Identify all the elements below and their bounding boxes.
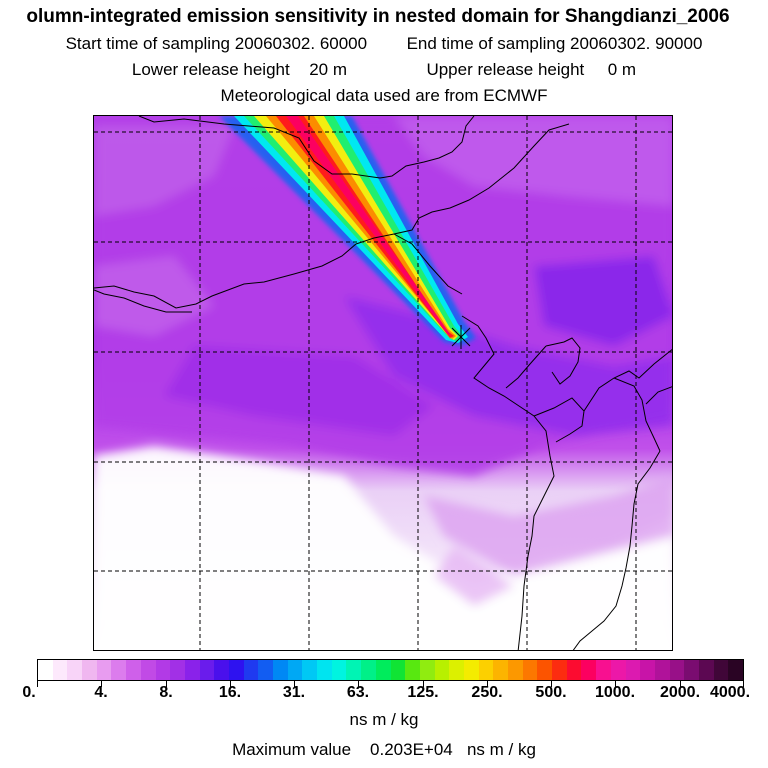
colorbar-labels: 0. 4. 8. 16. 31. 63. 125. 250. 500. 1000. 2000. 400…: [22, 684, 750, 706]
colorbar-swatch: [258, 660, 273, 680]
colorbar-swatch: [331, 660, 347, 680]
end-time-label: End time of sampling: [406, 34, 566, 53]
upper-release-label: Upper release height: [426, 60, 585, 79]
colorbar-swatch: [96, 660, 112, 680]
colorbar-swatch: [273, 660, 288, 680]
colorbar: [37, 659, 744, 681]
plot-title: olumn-integrated emission sensitivity in…: [26, 6, 730, 27]
colorbar-swatch: [361, 660, 376, 680]
colorbar-label: 2000.: [659, 684, 701, 701]
colorbar-label: 250.: [471, 684, 503, 701]
colorbar-swatch: [449, 660, 464, 680]
lower-release-label: Lower release height: [131, 60, 290, 79]
colorbar-tick: [615, 681, 616, 687]
colorbar-swatch: [434, 660, 450, 680]
maximum-value: Maximum value 0.203E+04 ns m / kg: [0, 740, 768, 760]
colorbar-ticks: [37, 681, 744, 687]
colorbar-tick: [358, 681, 359, 687]
colorbar-swatch: [228, 660, 244, 680]
colorbar-tick: [551, 681, 552, 687]
colorbar-label: 63.: [346, 684, 370, 701]
lower-release-value: 20 m: [309, 60, 347, 79]
colorbar-swatch: [214, 660, 229, 680]
colorbar-tick: [101, 681, 102, 687]
colorbar-swatch: [478, 660, 494, 680]
colorbar-swatch: [38, 660, 53, 680]
colorbar-label: 16.: [218, 684, 242, 701]
max-number: 0.203E+04: [370, 740, 453, 759]
colorbar-swatch: [581, 660, 597, 680]
colorbar-label: 125.: [407, 684, 439, 701]
colorbar-swatch: [287, 660, 303, 680]
colorbar-tick: [423, 681, 424, 687]
colorbar-tick: [680, 681, 681, 687]
colorbar-swatch: [625, 660, 641, 680]
colorbar-tick: [294, 681, 295, 687]
colorbar-swatch: [596, 660, 611, 680]
start-time-label: Start time of sampling: [65, 34, 230, 53]
map-panel: [93, 115, 673, 651]
colorbar-swatch: [419, 660, 435, 680]
colorbar-tick: [166, 681, 167, 687]
colorbar-swatch: [640, 660, 655, 680]
colorbar-swatch: [317, 660, 332, 680]
colorbar-swatch: [508, 660, 523, 680]
start-time-value: 20060302. 60000: [234, 34, 368, 53]
colorbar-units: ns m / kg: [349, 710, 419, 729]
colorbar-label: 4.: [94, 684, 108, 701]
map-svg: [94, 116, 672, 650]
receptor-marker: [451, 325, 471, 349]
end-time-value: 20060302. 90000: [570, 34, 703, 53]
colorbar-swatch: [390, 660, 406, 680]
colorbar-swatch: [184, 660, 200, 680]
colorbar-swatch: [375, 660, 391, 680]
colorbar-tick: [37, 681, 38, 687]
colorbar-label: 8.: [159, 684, 173, 701]
colorbar-swatch: [610, 660, 626, 680]
colorbar-label: 1000.: [594, 684, 636, 701]
colorbar-swatch: [170, 660, 185, 680]
upper-release-value: 0 m: [607, 60, 637, 79]
release-heights: Lower release height 20 m Upper release …: [0, 60, 768, 80]
colorbar-label: 0.: [22, 684, 36, 701]
borders-coastlines: [94, 116, 672, 650]
max-label: Maximum value: [232, 740, 352, 759]
plume: [219, 116, 476, 346]
colorbar-swatch: [669, 660, 685, 680]
colorbar-tick: [230, 681, 231, 687]
colorbar-swatch: [566, 660, 582, 680]
colorbar-swatch: [111, 660, 127, 680]
colorbar-swatch: [405, 660, 420, 680]
meteo-source: Meteorological data used are from ECMWF: [220, 86, 548, 105]
colorbar-swatch: [140, 660, 156, 680]
colorbar-swatch: [552, 660, 567, 680]
colorbar-swatch: [346, 660, 362, 680]
colorbar-swatch: [522, 660, 538, 680]
colorbar-swatch: [684, 660, 699, 680]
colorbar-swatch: [698, 660, 714, 680]
colorbar-swatch: [728, 660, 743, 680]
colorbar-swatch: [126, 660, 141, 680]
colorbar-swatch: [493, 660, 508, 680]
graticule: [94, 116, 672, 650]
colorbar-swatch: [463, 660, 479, 680]
colorbar-label: 4000.: [709, 684, 751, 701]
sampling-times: Start time of sampling 20060302. 60000 E…: [0, 34, 768, 54]
colorbar-label: 31.: [282, 684, 306, 701]
colorbar-swatch: [654, 660, 670, 680]
colorbar-swatch: [243, 660, 259, 680]
colorbar-swatch: [713, 660, 729, 680]
colorbar-swatch: [537, 660, 553, 680]
colorbar-swatch: [67, 660, 83, 680]
colorbar-swatch: [199, 660, 215, 680]
max-unit: ns m / kg: [466, 740, 536, 759]
colorbar-swatch: [82, 660, 97, 680]
colorbar-label: 500.: [535, 684, 567, 701]
colorbar-tick: [487, 681, 488, 687]
colorbar-swatch: [155, 660, 171, 680]
colorbar-swatch: [302, 660, 318, 680]
colorbar-swatch: [52, 660, 68, 680]
colorbar-tick: [743, 681, 744, 687]
